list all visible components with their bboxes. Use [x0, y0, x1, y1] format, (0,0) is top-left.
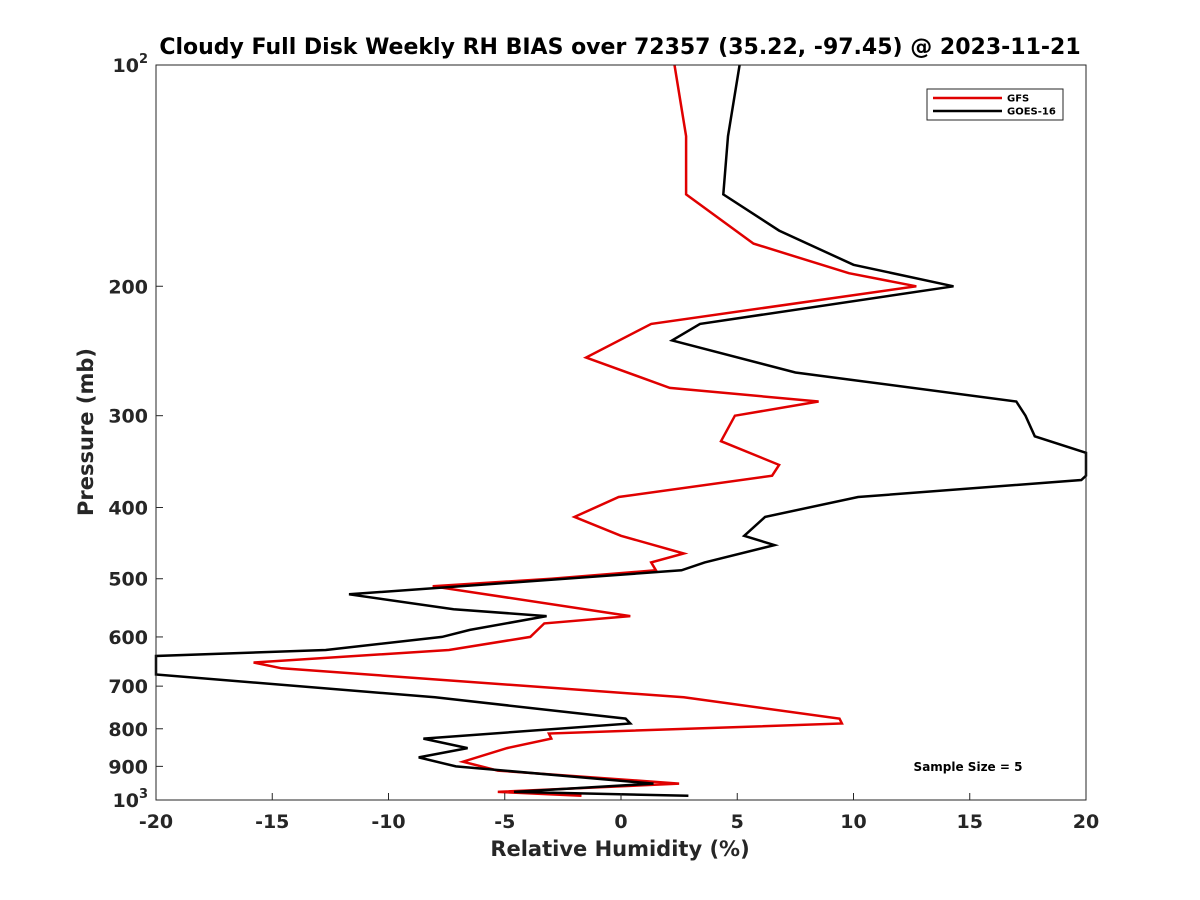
x-tick-label: -20 — [139, 811, 173, 833]
y-tick-label: 700 — [108, 676, 148, 698]
sample-size-annotation: Sample Size = 5 — [914, 760, 1023, 774]
x-tick-label: 10 — [840, 811, 866, 833]
legend: GFS GOES-16 — [926, 88, 1064, 121]
plot-area — [154, 64, 1088, 798]
series-line-goes-16 — [154, 64, 1088, 798]
x-tick-label: 0 — [614, 811, 627, 833]
y-tick-label: 300 — [108, 406, 148, 428]
y-tick-label: 800 — [108, 719, 148, 741]
x-tick-label: 15 — [957, 811, 983, 833]
y-tick-label: 500 — [108, 569, 148, 591]
y-tick-label: 900 — [108, 756, 148, 778]
x-tick-label: -10 — [371, 811, 405, 833]
plot-frame — [155, 64, 1087, 801]
x-axis: -20 -15 -10 -5 0 5 10 15 20 — [139, 793, 1099, 833]
y-axis: 102 200 300 400 500 600 700 800 900 103 — [108, 52, 163, 812]
y-tick-label: 200 — [108, 276, 148, 298]
y-tick-label: 400 — [108, 498, 148, 520]
x-tick-label: -5 — [494, 811, 515, 833]
y-tick-label: 600 — [108, 627, 148, 649]
x-tick-label: 5 — [731, 811, 744, 833]
y-tick-label: 103 — [113, 787, 149, 812]
y-axis-label: Pressure (mb) — [74, 348, 98, 516]
x-tick-label: -15 — [255, 811, 289, 833]
legend-box — [926, 88, 1064, 121]
series-line-gfs — [253, 64, 917, 798]
legend-label-gfs: GFS — [1007, 94, 1029, 105]
x-axis-label: Relative Humidity (%) — [490, 837, 749, 861]
y-tick-label: 102 — [113, 52, 149, 77]
legend-label-goes-16: GOES-16 — [1007, 107, 1056, 118]
chart-title: Cloudy Full Disk Weekly RH BIAS over 723… — [159, 35, 1080, 60]
x-tick-label: 20 — [1073, 811, 1099, 833]
